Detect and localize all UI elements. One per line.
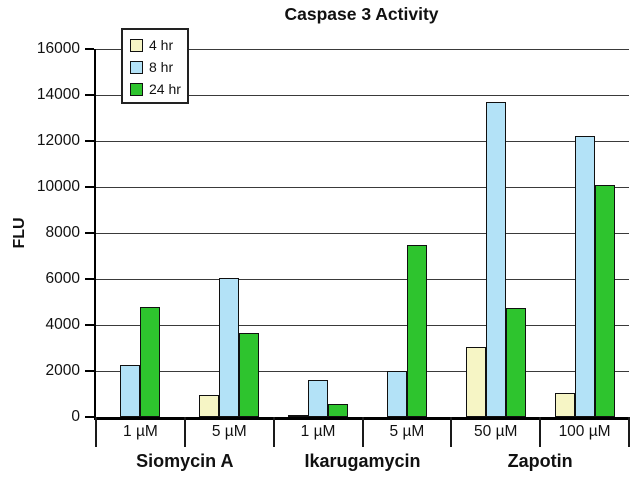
gridline [96,49,629,50]
legend: 4 hr 8 hr 24 hr [121,28,189,104]
y-tick-label: 14000 [36,86,80,103]
x-group-label-zapotin: Zapotin [507,451,573,471]
x-tick-label: 5 µM [389,423,425,440]
bar-4-hr [199,395,220,417]
y-tick-label: 8000 [45,224,80,241]
bar-8-hr [308,380,329,417]
gridline [96,233,629,234]
y-tick-mark [85,94,94,96]
x-group-label-ikarugamycin: Ikarugamycin [304,451,421,471]
x-tick-label: 5 µM [211,423,247,440]
bar-8-hr [386,371,407,417]
x-tick-separator [95,417,97,447]
legend-swatch-4-hr [130,38,143,52]
bar-group-100-m-5 [540,49,629,417]
bar-24-hr [140,306,161,417]
bar-group-1-m-2 [274,49,363,417]
legend-item-8-hr: 8 hr [130,56,187,78]
y-tick-label: 16000 [36,40,80,57]
x-tick-separator [361,417,364,447]
chart-title: Caspase 3 Activity [284,4,439,24]
bar-8-hr [574,136,595,417]
bar-24-hr [505,307,526,417]
x-group-label-siomycin-a: Siomycin A [136,451,234,471]
legend-label: 24 hr [149,81,181,97]
x-tick-separator [539,417,542,447]
gridline [96,141,629,142]
legend-swatch-24-hr [130,82,143,96]
bar-4-hr [465,346,486,417]
gridline [96,187,629,188]
y-tick-mark [85,324,94,326]
bar-24-hr [406,244,427,417]
bar-group-50-m-4 [451,49,540,417]
bar-24-hr [594,184,615,417]
y-tick-mark [85,416,94,418]
y-tick-label: 6000 [45,270,80,287]
x-tick-label: 100 µM [558,423,611,440]
bar-4-hr [288,415,309,417]
legend-item-4-hr: 4 hr [130,34,187,56]
y-tick-label: 4000 [45,316,80,333]
bar-8-hr [219,277,240,417]
legend-label: 8 hr [149,59,174,75]
gridline [96,371,629,372]
gridline [96,325,629,326]
x-tick-label: 1 µM [123,423,158,440]
bar-group-5-m-1 [185,49,274,417]
plot-area [94,49,629,420]
legend-swatch-8-hr [130,60,143,74]
bar-24-hr [328,404,349,417]
bar-group-1-m-0 [96,49,185,417]
y-axis: 0 2000 4000 6000 8000 10000 12000 14000 16000 [0,40,94,425]
x-tick-separator [183,417,186,447]
x-axis-group-labels: Siomycin A Ikarugamycin Zapotin [96,448,629,476]
bar-8-hr [485,101,506,417]
y-tick-label: 0 [71,408,80,425]
bar-group-5-m-3 [363,49,452,417]
x-tick-separator [628,417,630,447]
x-tick-label: 1 µM [300,423,336,440]
gridline [96,95,629,96]
x-axis-dose-labels: 1 µM 5 µM 1 µM 5 µM 50 µM 100 µM [95,417,630,447]
y-tick-mark [85,370,94,372]
bar-24-hr [239,333,260,417]
x-tick-separator [450,417,453,447]
y-tick-mark [85,186,94,188]
y-tick-mark [85,278,94,280]
bar-4-hr [554,392,575,417]
y-tick-label: 12000 [36,132,80,149]
y-tick-mark [85,232,94,234]
x-tick-separator [272,417,275,447]
gridline [96,279,629,280]
y-tick-mark [85,48,94,50]
y-tick-mark [85,140,94,142]
y-tick-label: 10000 [36,178,80,195]
y-tick-label: 2000 [45,362,80,379]
legend-label: 4 hr [149,37,174,53]
bar-8-hr [120,365,141,417]
legend-item-24-hr: 24 hr [130,78,187,100]
x-tick-label: 50 µM [474,423,518,440]
